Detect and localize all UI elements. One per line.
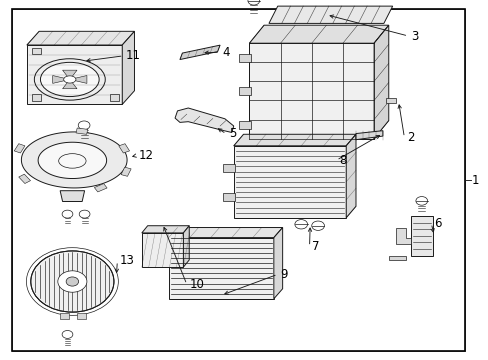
Bar: [110, 94, 119, 101]
Text: 4: 4: [222, 46, 229, 59]
Circle shape: [31, 251, 114, 312]
Bar: [142, 233, 183, 267]
Bar: [76, 128, 88, 134]
Bar: [121, 167, 131, 176]
Text: 1: 1: [470, 174, 478, 186]
Circle shape: [62, 330, 73, 338]
Circle shape: [58, 271, 87, 292]
Polygon shape: [21, 132, 127, 188]
Polygon shape: [388, 256, 405, 260]
Circle shape: [78, 121, 90, 130]
Polygon shape: [53, 76, 70, 84]
Bar: [238, 121, 250, 129]
Polygon shape: [60, 191, 84, 202]
Circle shape: [79, 210, 90, 218]
Polygon shape: [233, 134, 355, 146]
Polygon shape: [175, 108, 233, 132]
Bar: [60, 313, 69, 319]
Text: 8: 8: [338, 154, 346, 167]
Polygon shape: [183, 226, 189, 267]
Circle shape: [66, 277, 79, 286]
Text: 6: 6: [433, 217, 440, 230]
Bar: [77, 313, 86, 319]
Polygon shape: [62, 70, 77, 80]
Bar: [19, 174, 30, 184]
Bar: [223, 193, 235, 201]
Polygon shape: [373, 25, 388, 139]
Bar: [32, 48, 41, 54]
Circle shape: [294, 220, 307, 229]
Ellipse shape: [63, 76, 76, 83]
Polygon shape: [249, 25, 388, 43]
Polygon shape: [62, 80, 77, 89]
Bar: [119, 144, 129, 153]
Polygon shape: [346, 134, 355, 218]
Bar: [249, 43, 373, 139]
Text: 13: 13: [120, 255, 134, 267]
Polygon shape: [180, 45, 220, 59]
Text: 5: 5: [228, 127, 236, 140]
Polygon shape: [355, 131, 382, 140]
Text: 3: 3: [410, 30, 417, 42]
Circle shape: [415, 197, 427, 205]
Polygon shape: [122, 31, 134, 104]
Text: 2: 2: [406, 131, 413, 144]
Text: 9: 9: [280, 268, 287, 281]
Bar: [223, 164, 235, 172]
Bar: [386, 98, 395, 103]
Bar: [94, 184, 107, 192]
Bar: [233, 146, 346, 218]
Text: 11: 11: [126, 49, 141, 62]
Polygon shape: [38, 142, 106, 179]
Text: 10: 10: [189, 278, 203, 291]
Polygon shape: [70, 76, 87, 84]
Bar: [14, 144, 25, 153]
Polygon shape: [395, 228, 410, 244]
Bar: [27, 45, 122, 104]
Polygon shape: [142, 226, 189, 233]
Circle shape: [62, 210, 73, 218]
Bar: [238, 87, 250, 95]
Polygon shape: [27, 31, 134, 45]
Polygon shape: [168, 228, 282, 238]
Bar: [410, 216, 432, 256]
Bar: [168, 238, 273, 299]
Polygon shape: [273, 228, 282, 299]
Ellipse shape: [41, 62, 99, 96]
Bar: [32, 94, 41, 101]
Circle shape: [247, 0, 259, 5]
Polygon shape: [268, 6, 392, 23]
Circle shape: [311, 221, 324, 230]
Bar: [238, 54, 250, 62]
Text: 7: 7: [311, 240, 319, 253]
Text: 12: 12: [139, 149, 154, 162]
